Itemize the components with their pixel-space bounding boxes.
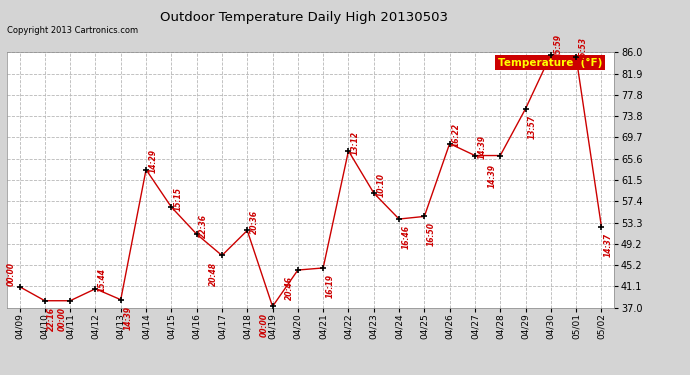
Text: 14:39: 14:39 — [487, 164, 496, 188]
Text: 16:50: 16:50 — [427, 222, 436, 246]
Text: 14:29: 14:29 — [148, 149, 157, 173]
Text: 00:00: 00:00 — [259, 312, 268, 336]
Text: 20:36: 20:36 — [250, 210, 259, 234]
Text: 16:46: 16:46 — [402, 225, 411, 249]
Text: 16:22: 16:22 — [452, 123, 461, 147]
Text: 22:36: 22:36 — [199, 214, 208, 238]
Text: 15:44: 15:44 — [98, 268, 107, 292]
Text: 13:12: 13:12 — [351, 130, 360, 154]
Text: 00:00: 00:00 — [57, 307, 66, 331]
Text: Temperature  (°F): Temperature (°F) — [497, 58, 602, 68]
Text: 20:48: 20:48 — [209, 261, 218, 285]
Text: 15:59: 15:59 — [553, 34, 562, 58]
Text: 14:39: 14:39 — [477, 135, 486, 159]
Text: 00:00: 00:00 — [7, 262, 16, 286]
Text: 16:19: 16:19 — [326, 274, 335, 298]
Text: 15:15: 15:15 — [174, 187, 183, 211]
Text: 14:39: 14:39 — [124, 306, 132, 330]
Text: 14:37: 14:37 — [604, 233, 613, 257]
Text: 20:46: 20:46 — [285, 276, 294, 300]
Text: 15:53: 15:53 — [579, 37, 588, 61]
Text: Copyright 2013 Cartronics.com: Copyright 2013 Cartronics.com — [7, 26, 138, 35]
Text: 10:10: 10:10 — [376, 172, 385, 196]
Text: 22:16: 22:16 — [48, 307, 57, 331]
Text: 13:57: 13:57 — [528, 115, 537, 139]
Text: Outdoor Temperature Daily High 20130503: Outdoor Temperature Daily High 20130503 — [159, 11, 448, 24]
